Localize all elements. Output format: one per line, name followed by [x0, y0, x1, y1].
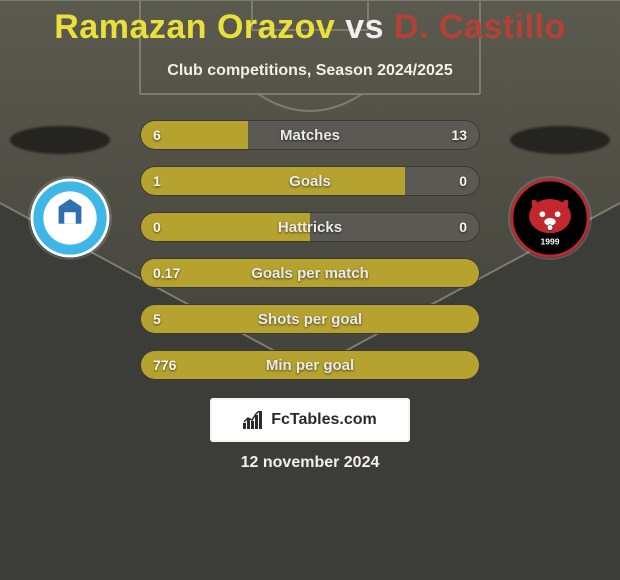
stat-bar: Goals1 0	[140, 166, 480, 196]
stat-bar-label: Shots per goal	[141, 305, 479, 333]
stat-bar: Min per goal776	[140, 350, 480, 380]
stat-value-b: 0	[459, 213, 467, 241]
club-badge-left: S · I · F 1917	[28, 176, 112, 260]
player-b-name: D. Castillo	[394, 8, 566, 46]
title: Ramazan Orazov vs D. Castillo	[0, 8, 620, 47]
stat-value-a: 1	[153, 167, 161, 195]
badge-right-year: 1999	[540, 237, 559, 247]
stat-bar-label: Matches	[141, 121, 479, 149]
stat-value-b: 0	[459, 167, 467, 195]
stat-bar: Hattricks0 0	[140, 212, 480, 242]
stat-value-a: 0.17	[153, 259, 180, 287]
stat-bar: Matches6 13	[140, 120, 480, 150]
attribution-text: FcTables.com	[271, 411, 377, 429]
stat-value-b: 13	[451, 121, 467, 149]
title-vs: vs	[345, 8, 384, 46]
badge-shadow-right	[510, 126, 610, 154]
stat-bar: Shots per goal5	[140, 304, 480, 334]
stat-bar-label: Hattricks	[141, 213, 479, 241]
club-badge-right: 1999	[508, 176, 592, 260]
stat-bar: Goals per match0.17	[140, 258, 480, 288]
svg-text:S · I · F: S · I · F	[57, 192, 83, 201]
stat-bar-label: Goals per match	[141, 259, 479, 287]
player-a-name: Ramazan Orazov	[54, 8, 335, 46]
attribution-badge: FcTables.com	[210, 398, 410, 442]
stat-value-a: 5	[153, 305, 161, 333]
badge-left-year: 1917	[59, 233, 80, 244]
comparison-infographic: Ramazan Orazov vs D. Castillo Club compe…	[0, 0, 620, 580]
badge-shadow-left	[10, 126, 110, 154]
stat-value-a: 0	[153, 213, 161, 241]
club-crest-right-icon: 1999	[510, 176, 590, 260]
club-crest-left-icon: S · I · F 1917	[30, 176, 110, 260]
stat-bar-label: Min per goal	[141, 351, 479, 379]
stat-value-a: 776	[153, 351, 176, 379]
comparison-bars: Matches613Goals10Hattricks00Goals per ma…	[140, 120, 480, 380]
stat-bar-label: Goals	[141, 167, 479, 195]
fctables-logo-icon	[243, 411, 265, 429]
infographic-date: 12 november 2024	[0, 454, 620, 472]
subtitle: Club competitions, Season 2024/2025	[0, 62, 620, 80]
stat-value-a: 6	[153, 121, 161, 149]
